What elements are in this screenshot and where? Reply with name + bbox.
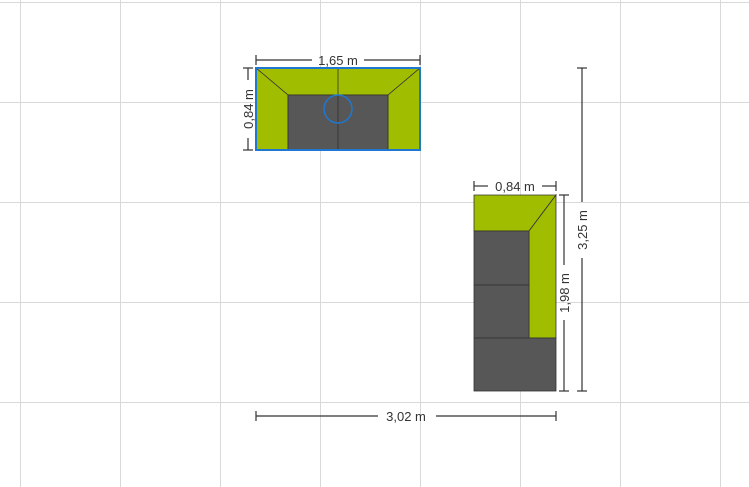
corner-sofa[interactable] [473,193,557,392]
overall-width-label: 3,02 m [386,409,426,424]
corner-sofa-seat-1 [473,230,530,286]
sofa-seat-left [287,94,339,151]
corner-width-label: 0,84 m [495,179,535,194]
corner-width-dimension [473,181,557,191]
sofa-width-label: 1,65 m [318,53,358,68]
overall-height-label: 3,25 m [575,210,590,250]
sofa-two-seater[interactable] [254,67,422,151]
sofa-width-dimension [255,55,421,65]
sofa-depth-dimension [243,67,253,151]
corner-length-dimension [559,194,569,392]
corner-sofa-chaise [473,337,557,392]
corner-length-label: 1,98 m [557,273,572,313]
selection-outline [255,67,421,151]
sofa-seat-right [337,94,389,151]
corner-sofa-seat-2 [473,284,530,339]
overall-width-dimension [255,411,557,421]
overall-height-dimension [577,67,587,392]
rotate-handle-icon[interactable] [323,94,353,124]
sofa-depth-label: 0,84 m [241,89,256,129]
